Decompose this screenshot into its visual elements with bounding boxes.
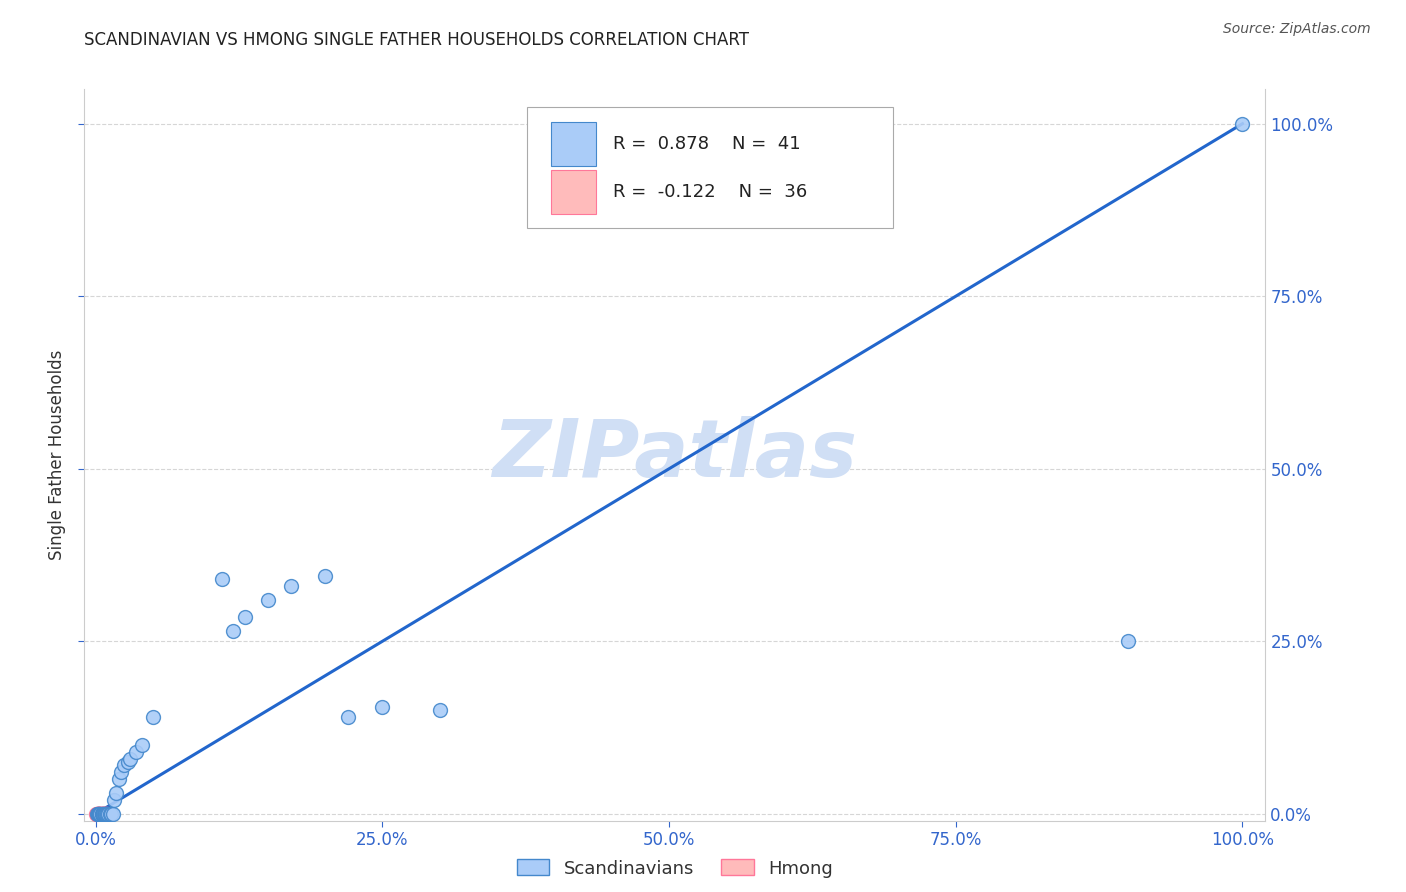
Legend: Scandinavians, Hmong: Scandinavians, Hmong <box>509 852 841 885</box>
Point <box>211 572 233 586</box>
Point <box>90 806 112 821</box>
Point <box>429 703 451 717</box>
Point <box>94 806 117 821</box>
Point <box>105 786 128 800</box>
Point <box>89 806 111 821</box>
Point <box>89 806 111 821</box>
Point <box>94 806 117 821</box>
Point <box>131 738 153 752</box>
Point <box>101 806 124 821</box>
Point <box>87 806 110 821</box>
Point <box>98 806 121 821</box>
Point <box>89 806 111 821</box>
Text: SCANDINAVIAN VS HMONG SINGLE FATHER HOUSEHOLDS CORRELATION CHART: SCANDINAVIAN VS HMONG SINGLE FATHER HOUS… <box>84 31 749 49</box>
Point <box>90 806 112 821</box>
Point <box>89 806 111 821</box>
Point <box>84 806 107 821</box>
Point <box>93 806 115 821</box>
Point <box>93 806 115 821</box>
Point <box>337 710 360 724</box>
Point <box>233 610 256 624</box>
Point <box>96 806 118 821</box>
Point <box>314 568 336 582</box>
Point <box>86 806 108 821</box>
Point <box>90 806 112 821</box>
Point <box>1116 634 1139 648</box>
Point <box>107 772 129 787</box>
Point <box>371 699 394 714</box>
Point <box>87 806 110 821</box>
Point <box>89 806 111 821</box>
Point <box>87 806 110 821</box>
FancyBboxPatch shape <box>527 108 893 228</box>
Text: R =  0.878    N =  41: R = 0.878 N = 41 <box>613 135 801 153</box>
Bar <box>551 122 596 166</box>
Point <box>87 806 110 821</box>
Point <box>89 806 111 821</box>
Point <box>94 806 117 821</box>
Point <box>110 765 132 780</box>
Point <box>120 751 142 765</box>
Point <box>93 806 115 821</box>
Point <box>142 710 165 724</box>
Point <box>94 806 117 821</box>
Point <box>89 806 111 821</box>
Point <box>93 806 115 821</box>
Point <box>89 806 111 821</box>
Point <box>91 806 114 821</box>
Point <box>89 806 111 821</box>
Point <box>89 806 111 821</box>
Text: Source: ZipAtlas.com: Source: ZipAtlas.com <box>1223 22 1371 37</box>
Point <box>91 806 114 821</box>
Y-axis label: Single Father Households: Single Father Households <box>48 350 66 560</box>
Point <box>91 806 114 821</box>
Point <box>89 806 111 821</box>
Point <box>103 793 125 807</box>
Point <box>91 806 114 821</box>
Point <box>86 806 108 821</box>
Point <box>90 806 112 821</box>
Point <box>91 806 114 821</box>
Point <box>94 806 117 821</box>
Point <box>256 592 278 607</box>
Point <box>91 806 114 821</box>
Point <box>1232 117 1254 131</box>
Point <box>222 624 245 638</box>
Point <box>89 806 111 821</box>
Point <box>100 806 122 821</box>
Point <box>90 806 112 821</box>
Bar <box>551 169 596 213</box>
Point <box>90 806 112 821</box>
Point <box>96 806 118 821</box>
Point <box>94 806 117 821</box>
Point <box>94 806 117 821</box>
Point <box>90 806 112 821</box>
Point <box>125 745 148 759</box>
Text: R =  -0.122    N =  36: R = -0.122 N = 36 <box>613 183 807 201</box>
Point <box>114 758 136 772</box>
Point <box>86 806 108 821</box>
Point <box>117 755 139 769</box>
Point <box>87 806 110 821</box>
Point <box>97 806 120 821</box>
Text: ZIPatlas: ZIPatlas <box>492 416 858 494</box>
Point <box>280 579 302 593</box>
Point <box>86 806 108 821</box>
Point <box>96 806 118 821</box>
Point <box>87 806 110 821</box>
Point <box>89 806 111 821</box>
Point <box>94 806 117 821</box>
